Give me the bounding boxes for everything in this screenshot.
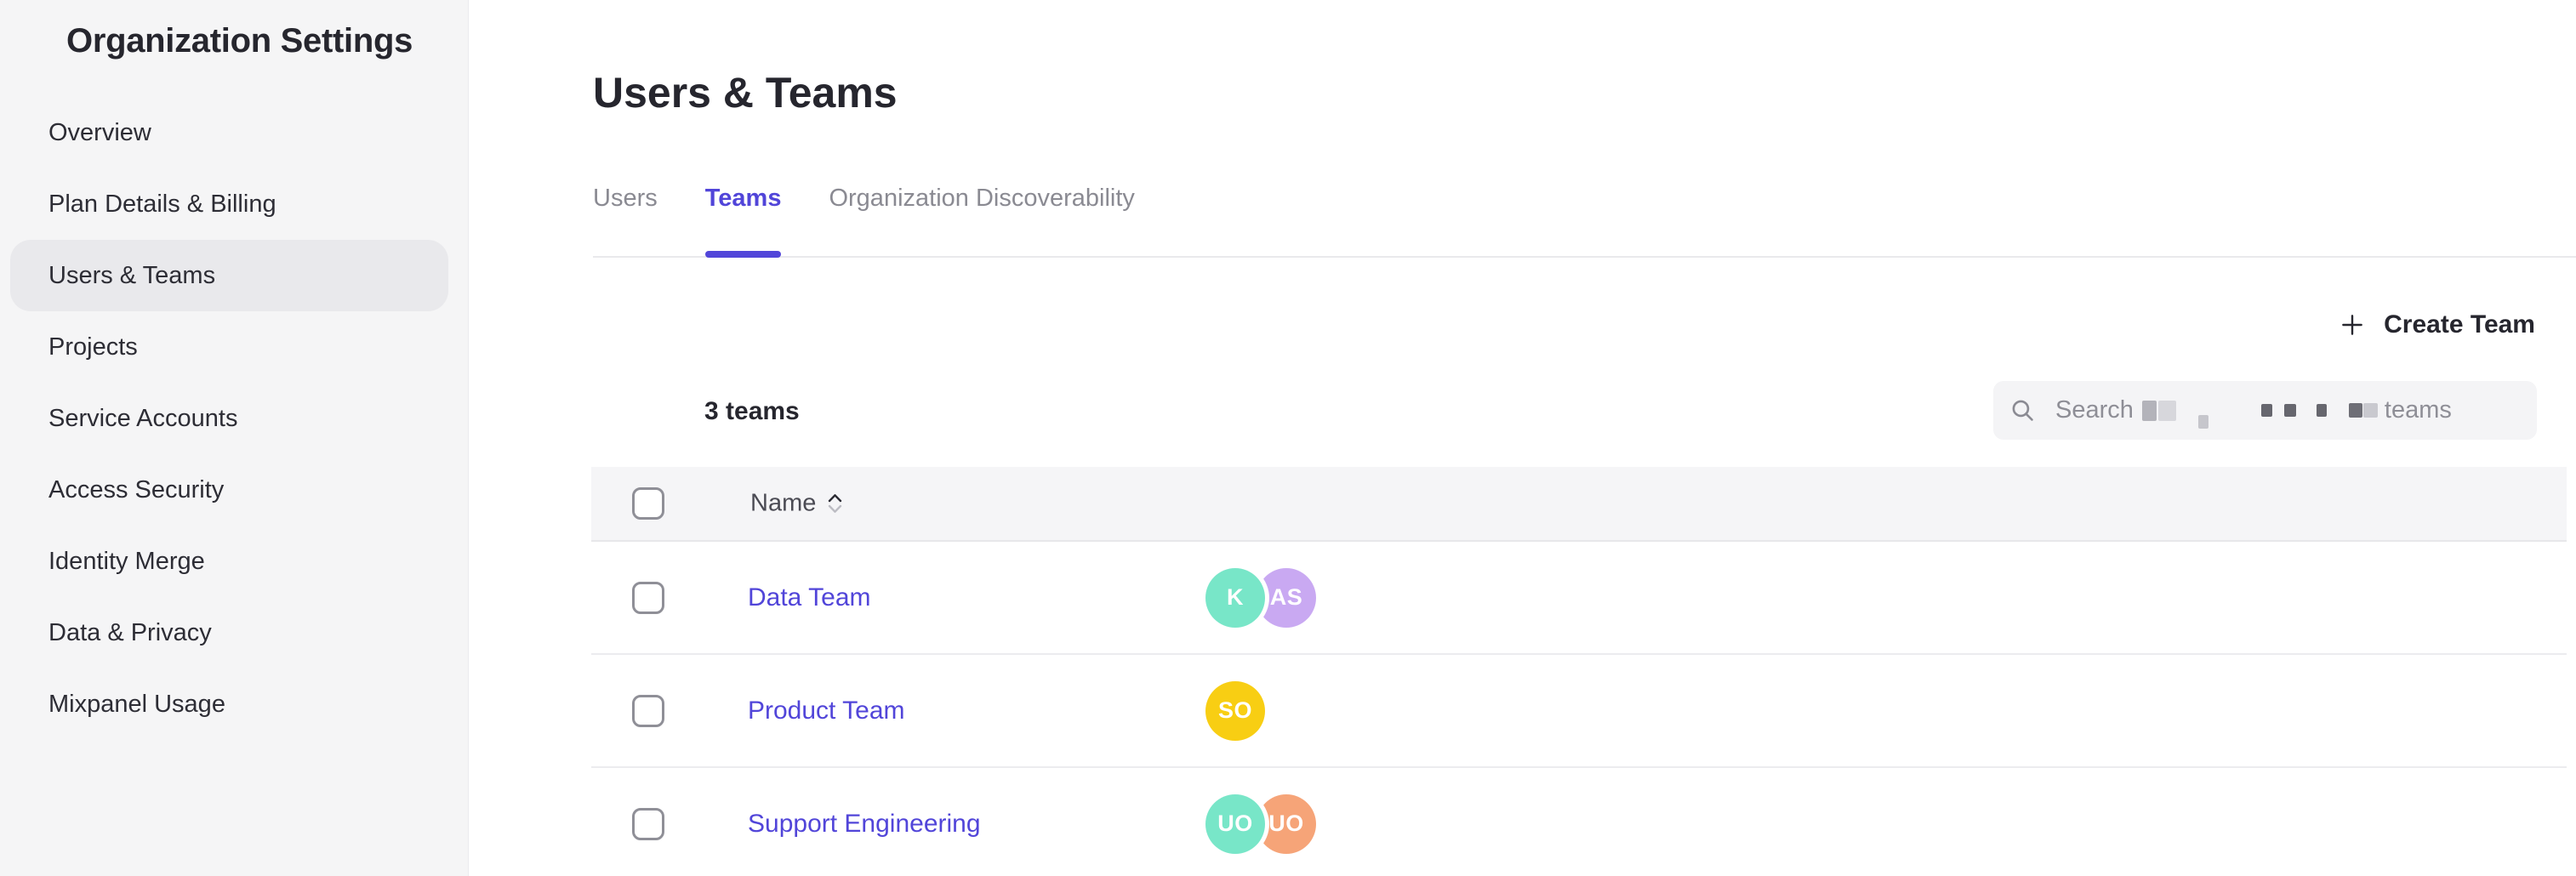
table-header-row: Name xyxy=(591,467,2567,542)
tabs-bar: Users Teams Organization Discoverability xyxy=(593,183,2576,258)
team-name-link[interactable]: Product Team xyxy=(748,696,905,725)
row-checkbox[interactable] xyxy=(632,807,664,840)
page-title: Users & Teams xyxy=(593,68,898,117)
teams-count: 3 teams xyxy=(704,397,800,425)
member-avatar: UO xyxy=(1257,794,1316,854)
member-avatar: SO xyxy=(1205,680,1265,741)
sidebar-item-overview[interactable]: Overview xyxy=(48,118,151,146)
sidebar-item-plan-details-billing[interactable]: Plan Details & Billing xyxy=(48,190,276,218)
select-all-checkbox[interactable] xyxy=(632,487,664,520)
table-row: Data Team K AS xyxy=(591,542,2567,655)
name-column-header[interactable]: Name xyxy=(750,490,842,518)
sidebar-item-mixpanel-usage[interactable]: Mixpanel Usage xyxy=(48,690,225,718)
search-placeholder-prefix: Search xyxy=(2055,396,2134,424)
search-placeholder: Search teams xyxy=(2055,396,2452,429)
team-members-avatars: K AS xyxy=(1205,567,1316,628)
tabs: Users Teams Organization Discoverability xyxy=(593,183,2576,258)
table-row: Support Engineering UO UO xyxy=(591,768,2567,876)
settings-sidebar: Organization Settings Overview Plan Detai… xyxy=(0,0,469,876)
row-checkbox[interactable] xyxy=(632,581,664,614)
sidebar-item-projects[interactable]: Projects xyxy=(48,333,138,361)
sidebar-item-service-accounts[interactable]: Service Accounts xyxy=(48,404,238,432)
search-input[interactable]: Search teams xyxy=(1993,381,2537,440)
team-members-avatars: UO UO xyxy=(1205,794,1316,854)
sort-icon xyxy=(828,494,842,514)
team-members-avatars: SO xyxy=(1205,680,1265,741)
sidebar-item-data-privacy[interactable]: Data & Privacy xyxy=(48,618,212,646)
table-row: Product Team SO xyxy=(591,655,2567,768)
sidebar-item-users-teams[interactable]: Users & Teams xyxy=(10,240,448,311)
team-name-link[interactable]: Support Engineering xyxy=(748,809,981,838)
teams-table: Name Data Team K AS Product Team SO Suppo… xyxy=(591,467,2567,876)
member-avatar: K xyxy=(1205,567,1265,628)
sidebar-nav: Overview Plan Details & Billing Users & Te… xyxy=(0,97,468,740)
sidebar-item-access-security[interactable]: Access Security xyxy=(48,475,225,503)
tab-users[interactable]: Users xyxy=(593,185,658,212)
tab-teams[interactable]: Teams xyxy=(704,183,781,258)
search-placeholder-suffix: teams xyxy=(2384,396,2452,424)
sidebar-title: Organization Settings xyxy=(66,22,413,60)
redacted-text-blocks xyxy=(2134,400,2378,429)
search-icon xyxy=(2009,396,2037,424)
table-body: Data Team K AS Product Team SO Support En… xyxy=(591,542,2567,876)
tab-organization-discoverability[interactable]: Organization Discoverability xyxy=(829,185,1135,212)
member-avatar: UO xyxy=(1205,794,1265,854)
create-team-button[interactable]: Create Team xyxy=(2338,306,2535,344)
sidebar-item-identity-merge[interactable]: Identity Merge xyxy=(48,547,205,575)
team-name-link[interactable]: Data Team xyxy=(748,583,871,611)
plus-icon xyxy=(2338,310,2367,339)
create-team-label: Create Team xyxy=(2384,310,2535,338)
member-avatar: AS xyxy=(1257,567,1316,628)
name-column-label: Name xyxy=(750,489,817,517)
row-checkbox[interactable] xyxy=(632,694,664,727)
